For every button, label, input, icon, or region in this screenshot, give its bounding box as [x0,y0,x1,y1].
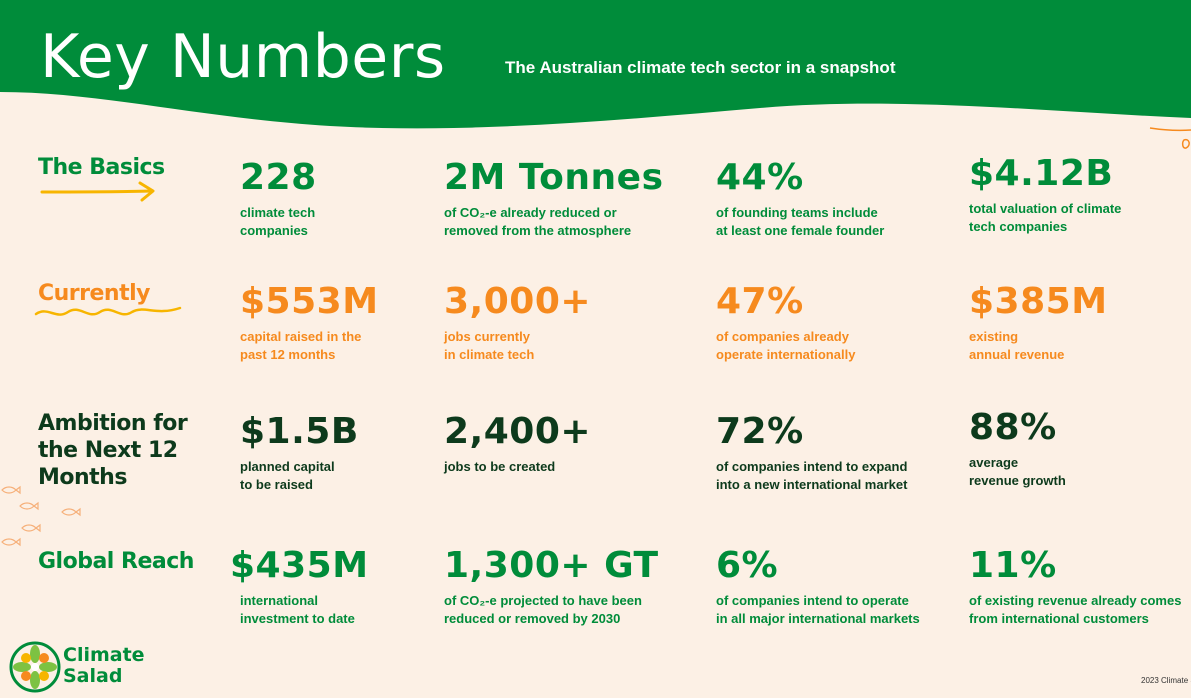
logo-wordmark: Climate Salad [63,644,145,687]
stat-value: 2M Tonnes [444,157,664,198]
stat-value: $435M [230,545,369,586]
arrow-doodle-icon [40,181,155,202]
stat-value: 47% [716,281,804,322]
stat-value: $385M [969,281,1108,322]
stat-value: 228 [240,157,317,198]
stat-global-markets: 6% of companies intend to operate in all… [716,546,920,628]
stat-current-capital: $553M capital raised in the past 12 mont… [240,282,379,364]
stat-current-revenue: $385M existing annual revenue [969,282,1108,364]
stat-value: 44% [716,157,804,198]
stat-desc: climate tech companies [240,205,316,238]
stat-desc: of existing revenue already comes from i… [969,593,1182,626]
stat-global-revenue: 11% of existing revenue already comes fr… [969,546,1181,628]
stat-value: $553M [240,281,379,322]
stat-desc: jobs to be created [444,459,556,474]
stat-desc: total valuation of climate tech companie… [969,201,1122,234]
stat-basics-valuation: $4.12B total valuation of climate tech c… [969,154,1121,236]
stat-current-international: 47% of companies already operate interna… [716,282,855,364]
stat-ambition-growth: 88% average revenue growth [969,408,1066,490]
stat-desc: capital raised in the past 12 months [240,329,362,362]
stat-global-investment: $435M international investment to date [230,546,369,628]
row-label-global-reach: Global Reach [38,549,194,574]
fish-doodle-icon [1,485,81,547]
stat-value: 72% [716,411,804,452]
stat-current-jobs: 3,000+ jobs currently in climate tech [444,282,591,364]
stat-desc: of CO₂-e projected to have been reduced … [444,593,642,626]
header-banner [0,0,1191,129]
stat-desc: of founding teams include at least one f… [716,205,885,238]
stat-desc: planned capital to be raised [240,459,335,492]
row-label-ambition: Ambition for the Next 12 Months [38,411,188,490]
stat-ambition-expand: 72% of companies intend to expand into a… [716,412,907,494]
stat-basics-companies: 228 climate tech companies [240,158,317,240]
stat-value: 1,300+ GT [444,545,659,586]
squiggle-underline-icon [34,306,182,316]
row-label-currently: Currently [38,281,151,306]
page-subtitle: The Australian climate tech sector in a … [505,58,896,77]
stat-desc: jobs currently in climate tech [444,329,535,362]
stat-desc: of CO₂-e already reduced or removed from… [444,205,632,238]
stat-value: $1.5B [240,411,359,452]
stat-ambition-capital: $1.5B planned capital to be raised [240,412,359,494]
stat-desc: of companies already operate internation… [716,329,856,362]
stat-value: 6% [716,545,779,586]
footer-note: 2023 Climate Salad [1141,676,1191,685]
page-title: Key Numbers [40,22,446,92]
stat-value: 88% [969,407,1057,448]
stat-global-co2: 1,300+ GT of CO₂-e projected to have bee… [444,546,659,628]
stat-desc: of companies intend to expand into a new… [716,459,908,492]
stat-basics-female-founders: 44% of founding teams include at least o… [716,158,884,240]
leaf-sprig-icon [1149,127,1191,149]
salad-wheel-icon [9,641,61,693]
stat-value: 3,000+ [444,281,592,322]
stat-desc: international investment to date [240,593,355,626]
stat-desc: existing annual revenue [969,329,1065,362]
stat-value: 2,400+ [444,411,592,452]
stat-desc: average revenue growth [969,455,1066,488]
stat-ambition-jobs: 2,400+ jobs to be created [444,412,591,476]
stat-value: 11% [969,545,1057,586]
stat-value: $4.12B [969,153,1114,194]
stat-desc: of companies intend to operate in all ma… [716,593,920,626]
row-label-basics: The Basics [38,155,165,180]
stat-basics-co2: 2M Tonnes of CO₂-e already reduced or re… [444,158,664,240]
